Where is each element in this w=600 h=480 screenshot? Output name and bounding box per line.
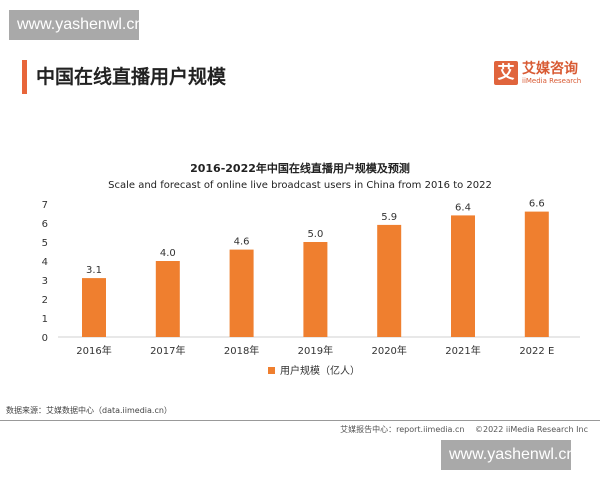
data-label: 6.4 (455, 202, 471, 213)
footer-text: 艾媒报告中心：report.iimedia.cn ©2022 iiMedia R… (340, 425, 588, 434)
x-tick-label: 2022 E (519, 346, 554, 357)
footer-divider (0, 420, 600, 421)
watermark-bottom: www.yashenwl.cn (441, 440, 575, 470)
y-tick-label: 5 (42, 238, 48, 249)
data-label: 4.6 (234, 237, 250, 248)
y-tick-label: 7 (42, 200, 48, 211)
bar (377, 224, 402, 337)
logo-name-cn: 艾媒咨询 (522, 60, 578, 77)
logo-mark: 艾 (494, 61, 518, 85)
bar (524, 211, 549, 337)
bar (229, 249, 254, 337)
x-tick-label: 2020年 (371, 344, 406, 357)
x-tick-label: 2021年 (445, 344, 480, 357)
y-tick-label: 3 (42, 276, 48, 287)
legend-swatch (268, 367, 275, 374)
data-label: 6.6 (529, 199, 545, 210)
data-label: 5.9 (381, 212, 397, 223)
bar (303, 242, 328, 337)
watermark-top: www.yashenwl.cn (9, 10, 143, 40)
y-tick-label: 6 (42, 219, 48, 230)
page-title: 中国在线直播用户规模 (36, 66, 227, 88)
x-tick-label: 2017年 (150, 344, 185, 357)
data-label: 5.0 (307, 229, 323, 240)
data-source: 数据来源：艾媒数据中心（data.iimedia.cn） (6, 406, 172, 415)
data-label: 3.1 (86, 265, 102, 276)
y-tick-label: 2 (42, 295, 48, 306)
bar (155, 261, 180, 337)
bar-chart: 0 1 2 3 4 5 6 7 3.1 2016年 4.0 2017年 4.6 2018年 5.0 2019年… (42, 199, 580, 377)
x-tick-label: 2016年 (76, 344, 111, 357)
title-accent-bar (22, 60, 27, 94)
chart-subtitle: Scale and forecast of online live broadc… (108, 180, 492, 191)
data-label: 4.0 (160, 248, 176, 259)
imedia-logo: 艾 艾媒咨询 iiMedia Research (494, 61, 581, 85)
bar (82, 278, 106, 337)
bar (451, 215, 475, 337)
chart-title: 2016-2022年中国在线直播用户规模及预测 (190, 162, 410, 175)
logo-name-en: iiMedia Research (522, 76, 582, 85)
x-tick-label: 2018年 (224, 344, 259, 357)
x-tick-label: 2019年 (298, 344, 333, 357)
y-tick-label: 1 (42, 314, 48, 325)
y-tick-label: 0 (42, 333, 48, 344)
legend-label: 用户规模（亿人） (280, 364, 360, 377)
y-tick-label: 4 (42, 257, 48, 268)
